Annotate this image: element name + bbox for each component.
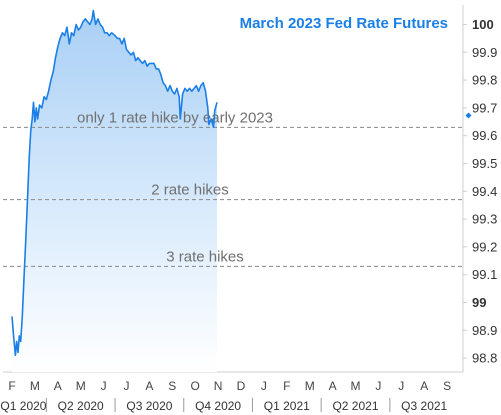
reference-line-label: only 1 rate hike by early 2023 — [77, 109, 273, 126]
series-line-layer — [11, 9, 218, 357]
x-month-label: F — [283, 379, 290, 393]
reference-lines: only 1 rate hike by early 2023 2 rate hik… — [3, 109, 463, 267]
x-axis-quarters: Q1 2020 Q2 2020 Q3 2020 Q4 2020 Q1 2021 Q2 20… — [0, 398, 448, 413]
x-month-label: M — [351, 379, 361, 393]
x-month-label: M — [30, 379, 40, 393]
x-month-label: J — [101, 379, 107, 393]
x-month-label: J — [261, 379, 267, 393]
x-quarter-label: Q1 2020 — [0, 399, 46, 413]
y-tick-label: 99.9 — [472, 45, 497, 60]
y-tick-label: 99.2 — [472, 239, 497, 254]
area-layer — [12, 10, 217, 372]
x-month-label: D — [237, 379, 246, 393]
x-month-label: J — [398, 379, 404, 393]
x-quarter-label: Q1 2021 — [264, 399, 310, 413]
x-month-label: S — [168, 379, 176, 393]
x-month-label: J — [124, 379, 130, 393]
y-tick-label: 99.3 — [472, 212, 497, 227]
x-month-label: F — [8, 379, 15, 393]
y-tick-label: 99.5 — [472, 156, 497, 171]
y-tick-label: 98.8 — [472, 351, 497, 366]
reference-line-label: 2 rate hikes — [151, 182, 229, 199]
y-tick-label: 99.8 — [472, 73, 497, 88]
current-value-diamond — [465, 112, 472, 119]
x-month-label: S — [443, 379, 451, 393]
current-value-marker — [465, 112, 472, 119]
y-tick-label: 99.4 — [472, 184, 497, 199]
y-tick-label: 98.9 — [472, 323, 497, 338]
x-month-label: J — [375, 379, 381, 393]
x-quarter-label: Q2 2020 — [58, 399, 104, 413]
reference-line-label: 3 rate hikes — [166, 248, 244, 265]
series-line — [11, 9, 218, 357]
x-month-label: N — [214, 379, 223, 393]
x-month-label: A — [54, 379, 62, 393]
y-tick-label: 100 — [472, 17, 494, 32]
x-month-label: A — [329, 379, 337, 393]
y-tick-label: 99.7 — [472, 100, 497, 115]
x-month-label: M — [305, 379, 315, 393]
x-quarter-label: Q4 2020 — [195, 399, 241, 413]
x-quarter-label: Q2 2021 — [332, 399, 378, 413]
x-month-label: M — [76, 379, 86, 393]
x-quarter-label: Q3 2020 — [126, 399, 172, 413]
chart-title: March 2023 Fed Rate Futures — [240, 15, 448, 32]
x-month-label: O — [191, 379, 200, 393]
y-tick-label: 99.1 — [472, 267, 497, 282]
y-tick-label: 99 — [472, 295, 486, 310]
x-quarter-label: Q3 2021 — [401, 399, 447, 413]
y-tick-label: 99.6 — [472, 128, 497, 143]
y-axis: 100 99.9 99.8 99.7 99.6 99.5 99.4 99.3 99.2 99.1 9… — [463, 17, 497, 366]
x-month-label: A — [145, 379, 153, 393]
series-area — [12, 10, 217, 372]
x-month-label: A — [420, 379, 428, 393]
